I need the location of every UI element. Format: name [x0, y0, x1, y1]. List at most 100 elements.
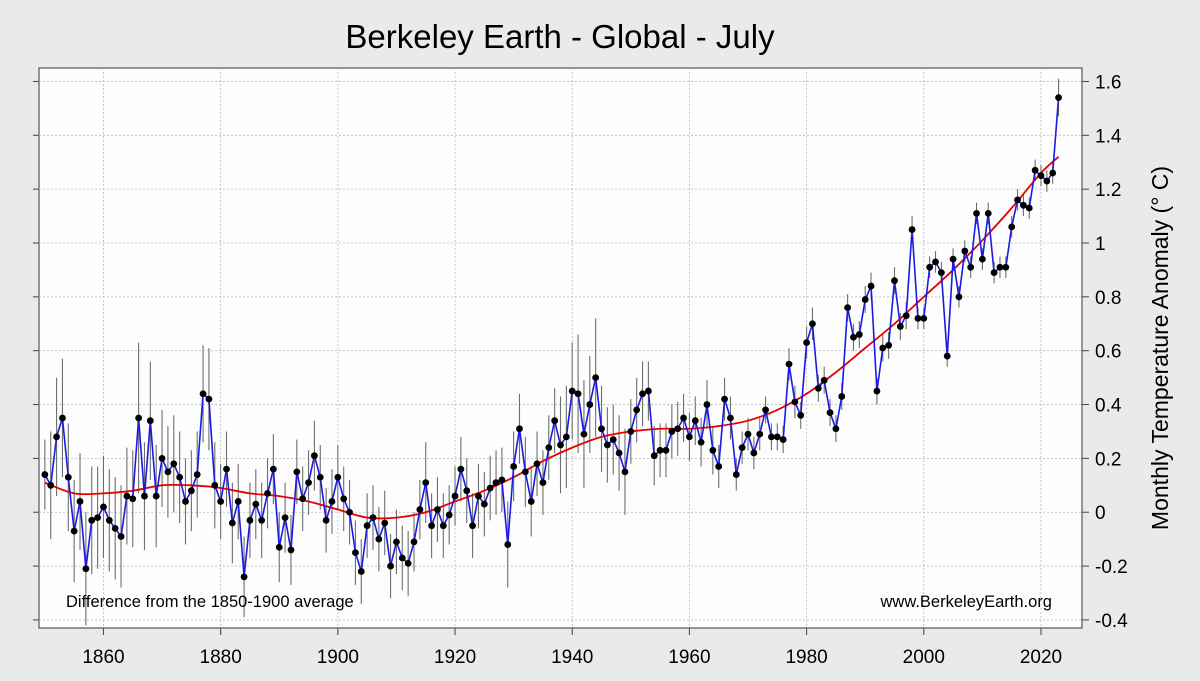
data-point: [885, 341, 893, 349]
data-point: [568, 387, 576, 395]
data-point: [428, 522, 435, 530]
data-point: [668, 428, 676, 435]
data-point: [603, 441, 611, 449]
data-point: [234, 498, 242, 505]
data-point: [773, 433, 781, 441]
data-point: [135, 414, 143, 422]
data-point: [797, 411, 805, 419]
anomaly-line: [44, 97, 1060, 577]
data-point: [949, 255, 957, 263]
data-point: [352, 549, 359, 557]
data-point: [592, 374, 600, 382]
data-point: [1055, 94, 1062, 102]
data-point: [580, 430, 588, 438]
data-point: [111, 524, 119, 532]
source-url: www.BerkeleyEarth.org: [880, 593, 1053, 611]
data-point: [656, 446, 664, 454]
trend-line: [44, 156, 1060, 520]
data-point: [562, 433, 570, 441]
data-point: [486, 484, 494, 492]
data-point: [357, 568, 365, 575]
data-point: [1049, 169, 1057, 177]
y-tick-label: 0.6: [1095, 342, 1121, 363]
data-point: [978, 255, 986, 263]
data-point: [293, 468, 301, 476]
data-point: [258, 516, 266, 524]
data-point: [492, 479, 500, 487]
data-point: [955, 293, 963, 301]
data-point: [732, 471, 740, 478]
data-point: [1002, 263, 1010, 271]
data-point: [902, 312, 910, 320]
data-point: [674, 425, 682, 433]
data-point: [697, 438, 705, 446]
plot-area: [38, 67, 1083, 629]
data-point: [451, 492, 459, 500]
data-point: [516, 425, 523, 433]
x-tick-label: 1880: [200, 647, 242, 668]
data-point: [1037, 172, 1045, 180]
data-point: [967, 263, 975, 271]
data-point: [615, 449, 623, 457]
data-point: [832, 425, 840, 433]
data-point: [1031, 166, 1039, 174]
y-tick-label: 0.8: [1095, 288, 1121, 309]
x-tick-label: 1920: [434, 647, 476, 668]
data-point: [984, 209, 992, 217]
data-points: [41, 94, 1062, 581]
y-tick-label: 0: [1095, 503, 1106, 524]
data-point: [1043, 177, 1051, 185]
x-axis: 1860 1880 1900 1920 1940 1960 1980 2000 2020: [82, 628, 1062, 668]
data-point: [281, 514, 289, 522]
data-point: [164, 468, 172, 476]
data-point: [176, 473, 184, 481]
data-point: [299, 495, 307, 503]
data-point: [1008, 223, 1016, 231]
data-point: [803, 339, 811, 347]
data-point: [170, 460, 178, 468]
data-point: [410, 538, 418, 546]
data-point: [328, 498, 336, 505]
y-tick-label: -0.2: [1095, 557, 1128, 578]
data-point: [434, 506, 441, 513]
data-point: [738, 444, 746, 452]
series-line-layer: [44, 97, 1060, 577]
data-point: [340, 495, 348, 503]
data-point: [1020, 201, 1027, 209]
data-point: [217, 498, 225, 505]
data-point: [76, 498, 84, 505]
data-point: [908, 226, 916, 233]
y-axis: -0.4 -0.2 0 0.2 0.4 0.6 0.8 1 1.2 1.4 1.6: [33, 72, 1128, 632]
x-tick-label: 1980: [785, 647, 827, 668]
data-point: [416, 506, 424, 513]
data-point: [574, 390, 582, 398]
data-point: [70, 527, 78, 535]
data-point: [973, 209, 980, 217]
data-point: [205, 395, 213, 403]
data-point: [439, 522, 447, 530]
data-point: [721, 395, 728, 403]
data-point: [445, 511, 453, 519]
data-point: [141, 492, 148, 500]
data-point: [609, 436, 617, 443]
data-point: [680, 414, 687, 422]
data-point: [117, 533, 125, 540]
data-point: [639, 390, 646, 398]
data-point: [105, 516, 113, 524]
data-point: [926, 263, 934, 271]
data-point: [123, 492, 131, 500]
baseline-note: Difference from the 1850-1900 average: [66, 593, 354, 611]
data-point: [545, 444, 553, 452]
data-point: [1025, 204, 1033, 212]
data-point: [709, 446, 717, 454]
data-point: [94, 514, 101, 522]
data-point: [498, 476, 506, 484]
data-point: [199, 390, 207, 398]
data-point: [346, 508, 353, 516]
x-tick-label: 2020: [1020, 647, 1062, 668]
data-point: [457, 465, 465, 473]
data-point: [404, 559, 412, 567]
data-point: [844, 304, 852, 312]
data-point: [850, 333, 857, 341]
data-point: [41, 471, 49, 478]
